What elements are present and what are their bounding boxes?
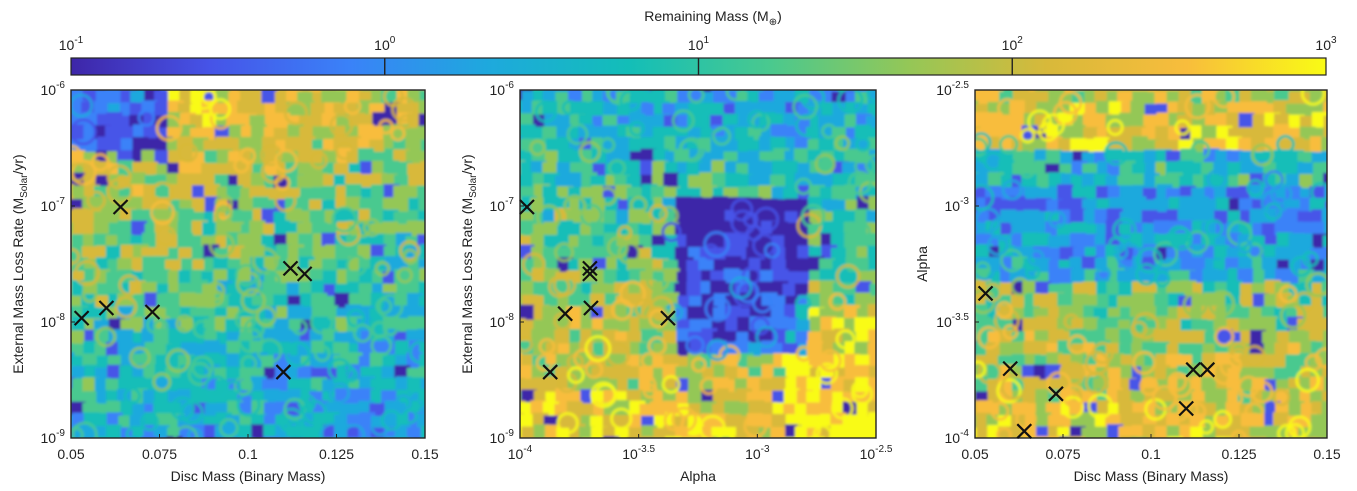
- heatmap-background: [975, 90, 1327, 438]
- colorbar-tick-label: 102: [1002, 35, 1024, 53]
- data-point-marker: [542, 364, 558, 380]
- panel-alpha-vs-mass-loss: 10-4 10-3.5 10-3 10-2.5 10-9 10-8 10-7 10-6 Alph…: [459, 80, 893, 484]
- y-axis-label: External Mass Loss Rate (MSolar/yr): [459, 154, 479, 373]
- y-tick-label: 10-2.5: [936, 80, 969, 98]
- panel-disc-mass-vs-alpha: 0.05 0.075 0.1 0.125 0.15 10-4 10-3.5 10-3 10-2.…: [914, 80, 1341, 484]
- data-point-marker: [582, 266, 598, 282]
- colorbar-ticks: 10-1 100 101 102 103: [59, 35, 1337, 75]
- x-tick-label: 0.05: [57, 446, 84, 462]
- data-point-marker: [296, 266, 313, 282]
- data-point-marker: [1048, 386, 1064, 402]
- colorbar-tick-label: 101: [688, 35, 710, 53]
- data-point-marker: [1002, 360, 1018, 377]
- x-tick-label: 0.15: [1313, 446, 1340, 462]
- y-axis-label: Alpha: [914, 246, 930, 282]
- x-tick-label: 0.1: [1141, 446, 1161, 462]
- colorbar: Remaining Mass (M⊕) 10-1 100 101 102 103: [59, 8, 1337, 76]
- data-point-marker: [1178, 400, 1194, 417]
- x-tick-label: 0.075: [1045, 446, 1080, 462]
- x-tick-label: 0.05: [961, 446, 988, 462]
- x-tick-label: 10-4: [508, 444, 533, 462]
- x-tick-label: 0.125: [1221, 446, 1256, 462]
- data-point-marker: [73, 310, 90, 326]
- y-tick-label: 10-3: [945, 196, 970, 214]
- x-tick-label: 0.075: [142, 446, 177, 462]
- axes-frame: [519, 89, 877, 439]
- data-point-marker: [1016, 423, 1033, 439]
- data-point-marker: [1199, 361, 1216, 378]
- y-tick-label: 10-7: [41, 196, 66, 214]
- x-tick-label: 0.1: [238, 446, 258, 462]
- y-tick-label: 10-9: [490, 428, 515, 446]
- colorbar-label: Remaining Mass (M⊕): [644, 8, 782, 28]
- y-tick-label: 10-3.5: [936, 312, 969, 330]
- data-point-marker: [660, 310, 676, 326]
- x-axis-label: Disc Mass (Binary Mass): [171, 468, 326, 484]
- data-point-marker: [98, 300, 115, 316]
- colorbar-tick-label: 10-1: [59, 35, 84, 53]
- x-tick-label: 10-3: [745, 444, 770, 462]
- x-axis-label: Disc Mass (Binary Mass): [1074, 468, 1229, 484]
- x-tick-label: 10-2.5: [860, 444, 893, 462]
- data-point-marker: [112, 199, 129, 215]
- y-tick-label: 10-7: [490, 196, 515, 214]
- heatmap-background: [71, 90, 425, 438]
- y-axis-label: External Mass Loss Rate (MSolar/yr): [10, 154, 30, 373]
- y-tick-label: 10-6: [490, 80, 515, 98]
- data-point-marker: [557, 305, 573, 322]
- x-axis-label: Alpha: [680, 468, 716, 484]
- x-tick-label: 0.125: [319, 446, 354, 462]
- data-point-marker: [582, 260, 598, 277]
- y-tick-label: 10-4: [945, 428, 970, 446]
- heatmap-background: [520, 90, 876, 438]
- data-point-marker: [1185, 361, 1202, 378]
- y-tick-label: 10-8: [490, 312, 515, 330]
- data-point-marker: [282, 260, 299, 277]
- y-tick-label: 10-9: [41, 428, 66, 446]
- colorbar-tick-label: 103: [1315, 35, 1337, 53]
- data-point-marker: [977, 285, 994, 302]
- y-tick-label: 10-6: [41, 80, 66, 98]
- x-tick-label: 0.15: [411, 446, 438, 462]
- colorbar-tick-label: 100: [374, 35, 396, 53]
- data-point-marker: [275, 364, 292, 380]
- data-point-marker: [144, 304, 161, 320]
- panel-disc-mass-vs-mass-loss: 0.05 0.075 0.1 0.125 0.15 10-9 10-8 10-7 10-6 Dis…: [10, 80, 439, 484]
- data-point-marker: [583, 300, 599, 316]
- y-tick-label: 10-8: [41, 312, 66, 330]
- data-point-marker: [519, 199, 535, 215]
- x-tick-label: 10-3.5: [622, 444, 655, 462]
